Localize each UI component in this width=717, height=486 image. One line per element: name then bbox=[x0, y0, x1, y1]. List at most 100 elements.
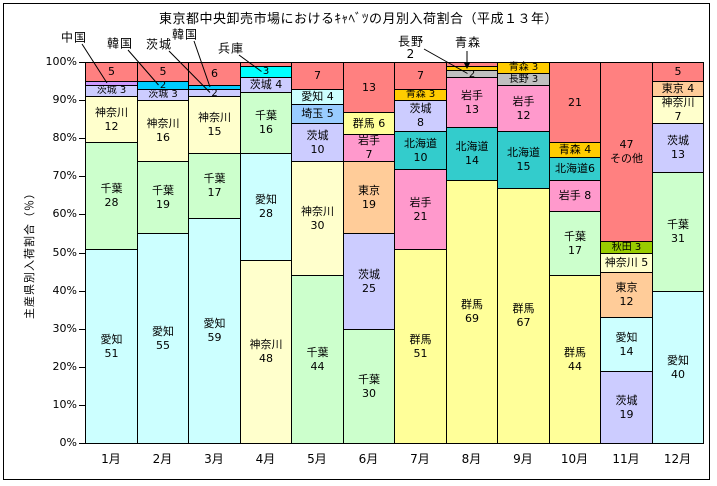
y-axis-tick-label: 50% bbox=[52, 246, 77, 259]
callout-label: 韓国 bbox=[106, 36, 134, 51]
y-axis-tick-label: 100% bbox=[45, 55, 77, 68]
y-axis-tick-mark bbox=[79, 443, 85, 444]
bar-segment: 7 bbox=[291, 62, 344, 90]
bar-segment: 神奈川 16 bbox=[137, 100, 189, 162]
callout-label: 中国 bbox=[60, 30, 88, 45]
bar-segment-label: 岩手 bbox=[409, 195, 432, 209]
bar-segment-label: 51 bbox=[413, 346, 428, 360]
bar-segment-label: 北海道 bbox=[507, 146, 540, 159]
x-axis-month-label: 2月 bbox=[152, 452, 173, 466]
bar-segment: 2 bbox=[446, 68, 498, 80]
bar-segment-label: 群馬 bbox=[512, 302, 535, 315]
bar-segment-label: 群馬 bbox=[461, 298, 483, 311]
bar-segment: 2 bbox=[137, 81, 189, 91]
bar-segment-label: 14 bbox=[465, 154, 479, 167]
bar-segment: 岩手 8 bbox=[549, 180, 601, 212]
bar-segment: 茨城 10 bbox=[291, 123, 344, 162]
bar-segment: 岩手 21 bbox=[394, 169, 447, 250]
bar-segment-label: 5 bbox=[674, 65, 682, 78]
bar-segment-label: 青森 3 bbox=[405, 89, 436, 100]
bar-segment-label: 青森 3 bbox=[508, 62, 539, 73]
x-axis-month-label: 3月 bbox=[204, 452, 224, 466]
bar-segment-label: 44 bbox=[568, 359, 582, 373]
bar-segment-label: 21 bbox=[413, 209, 428, 223]
bar-segment-label: 群馬 6 bbox=[352, 116, 386, 130]
bar-segment-label: 8 bbox=[417, 116, 424, 129]
bar-segment: 群馬 44 bbox=[549, 275, 601, 444]
bar-segment-label: 神奈川 bbox=[249, 338, 283, 351]
bar-segment-label: 愛知 4 bbox=[301, 90, 334, 103]
bar-segment-label: 15 bbox=[207, 125, 222, 138]
bar-segment: 愛知 51 bbox=[85, 249, 138, 444]
bar-segment-label: 7 bbox=[674, 110, 682, 123]
bar-segment bbox=[446, 62, 498, 67]
y-axis-tick-mark bbox=[79, 367, 85, 368]
bar-segment-label: 茨城 bbox=[667, 134, 689, 147]
y-axis-tick-label: 80% bbox=[52, 131, 77, 144]
bar-segment: 千葉 17 bbox=[549, 211, 601, 276]
chart-frame bbox=[3, 3, 710, 480]
callout-value: 2 bbox=[406, 47, 416, 61]
bar-segment: 青森 3 bbox=[497, 62, 550, 74]
bar-segment: 3 bbox=[240, 66, 292, 78]
callout-label: 韓国 bbox=[171, 27, 199, 42]
y-axis-tick-label: 60% bbox=[52, 207, 77, 220]
bar-segment-label: 13 bbox=[465, 102, 479, 116]
bar-segment: 神奈川 5 bbox=[600, 253, 653, 273]
x-axis-month-label: 8月 bbox=[461, 452, 482, 466]
y-axis-tick-mark bbox=[79, 405, 85, 406]
bar-segment: 21 bbox=[549, 62, 601, 143]
bar-segment: 神奈川 30 bbox=[291, 161, 344, 276]
x-axis-month-label: 12月 bbox=[663, 452, 692, 466]
bar-segment: 東京 4 bbox=[652, 81, 704, 97]
bar-segment-label: 茨城 bbox=[615, 393, 638, 407]
bar-segment-label: 東京 bbox=[358, 183, 380, 197]
bar-segment: 茨城 19 bbox=[600, 371, 653, 444]
bar-segment: 5 bbox=[137, 62, 189, 82]
bar-segment-label: 30 bbox=[310, 218, 325, 232]
y-axis-tick-label: 10% bbox=[52, 398, 77, 411]
y-axis-tick-label: 0% bbox=[59, 436, 77, 449]
bar-segment-label: 岩手 bbox=[358, 134, 380, 147]
bar-segment: 岩手 7 bbox=[343, 134, 395, 162]
bar-segment-label: 17 bbox=[568, 243, 582, 257]
bar-segment: 群馬 51 bbox=[394, 249, 447, 444]
x-axis-month-label: 9月 bbox=[513, 452, 533, 466]
bar-segment: 2 bbox=[188, 88, 241, 98]
bar-segment: 東京 19 bbox=[343, 161, 395, 234]
y-axis-tick-label: 40% bbox=[52, 284, 77, 297]
bar-segment: 愛知 55 bbox=[137, 233, 189, 444]
bar-segment-label: 群馬 bbox=[409, 332, 432, 346]
bar-segment-label: 茨城 4 bbox=[249, 78, 283, 91]
bar-segment-label: 7 bbox=[417, 69, 424, 82]
bar-segment-label: 16 bbox=[156, 131, 170, 144]
bar-segment-label: 千葉 bbox=[564, 229, 586, 243]
bar-segment: 愛知 4 bbox=[291, 89, 344, 105]
bar-segment-label: 44 bbox=[310, 359, 325, 373]
x-axis-month-label: 10月 bbox=[560, 452, 589, 466]
bar-segment: 北海道 15 bbox=[497, 131, 550, 189]
bar-segment-label: 7 bbox=[314, 69, 321, 82]
bar-segment-label: 北海道 bbox=[404, 136, 437, 150]
bar-segment-label: 28 bbox=[259, 207, 273, 220]
bar-segment-label: 2 bbox=[468, 68, 476, 80]
bar-segment-label: 茨城 bbox=[409, 102, 432, 115]
bar-segment: 北海道 14 bbox=[446, 127, 498, 181]
bar-segment-label: 神奈川 5 bbox=[604, 256, 649, 269]
y-axis-tick-mark bbox=[79, 100, 85, 101]
bar-segment: 神奈川 12 bbox=[85, 96, 138, 143]
bar-segment-label: 岩手 8 bbox=[558, 189, 592, 202]
bar-segment: 愛知 28 bbox=[240, 153, 292, 261]
bar-segment-label: 千葉 bbox=[152, 183, 174, 197]
bar-segment-label: 15 bbox=[516, 160, 531, 173]
bar-segment-label: 岩手 bbox=[461, 88, 483, 102]
bar-segment: 茨城 4 bbox=[240, 77, 292, 93]
bar-segment-label: 30 bbox=[362, 386, 376, 400]
bar-segment: 神奈川 15 bbox=[188, 96, 241, 154]
bar-segment: 千葉 31 bbox=[652, 172, 704, 292]
y-axis-tick-mark bbox=[79, 138, 85, 139]
bar-segment-label: 67 bbox=[516, 316, 531, 329]
bar-segment: 神奈川 48 bbox=[240, 260, 292, 444]
bar-segment-label: 28 bbox=[104, 196, 119, 209]
